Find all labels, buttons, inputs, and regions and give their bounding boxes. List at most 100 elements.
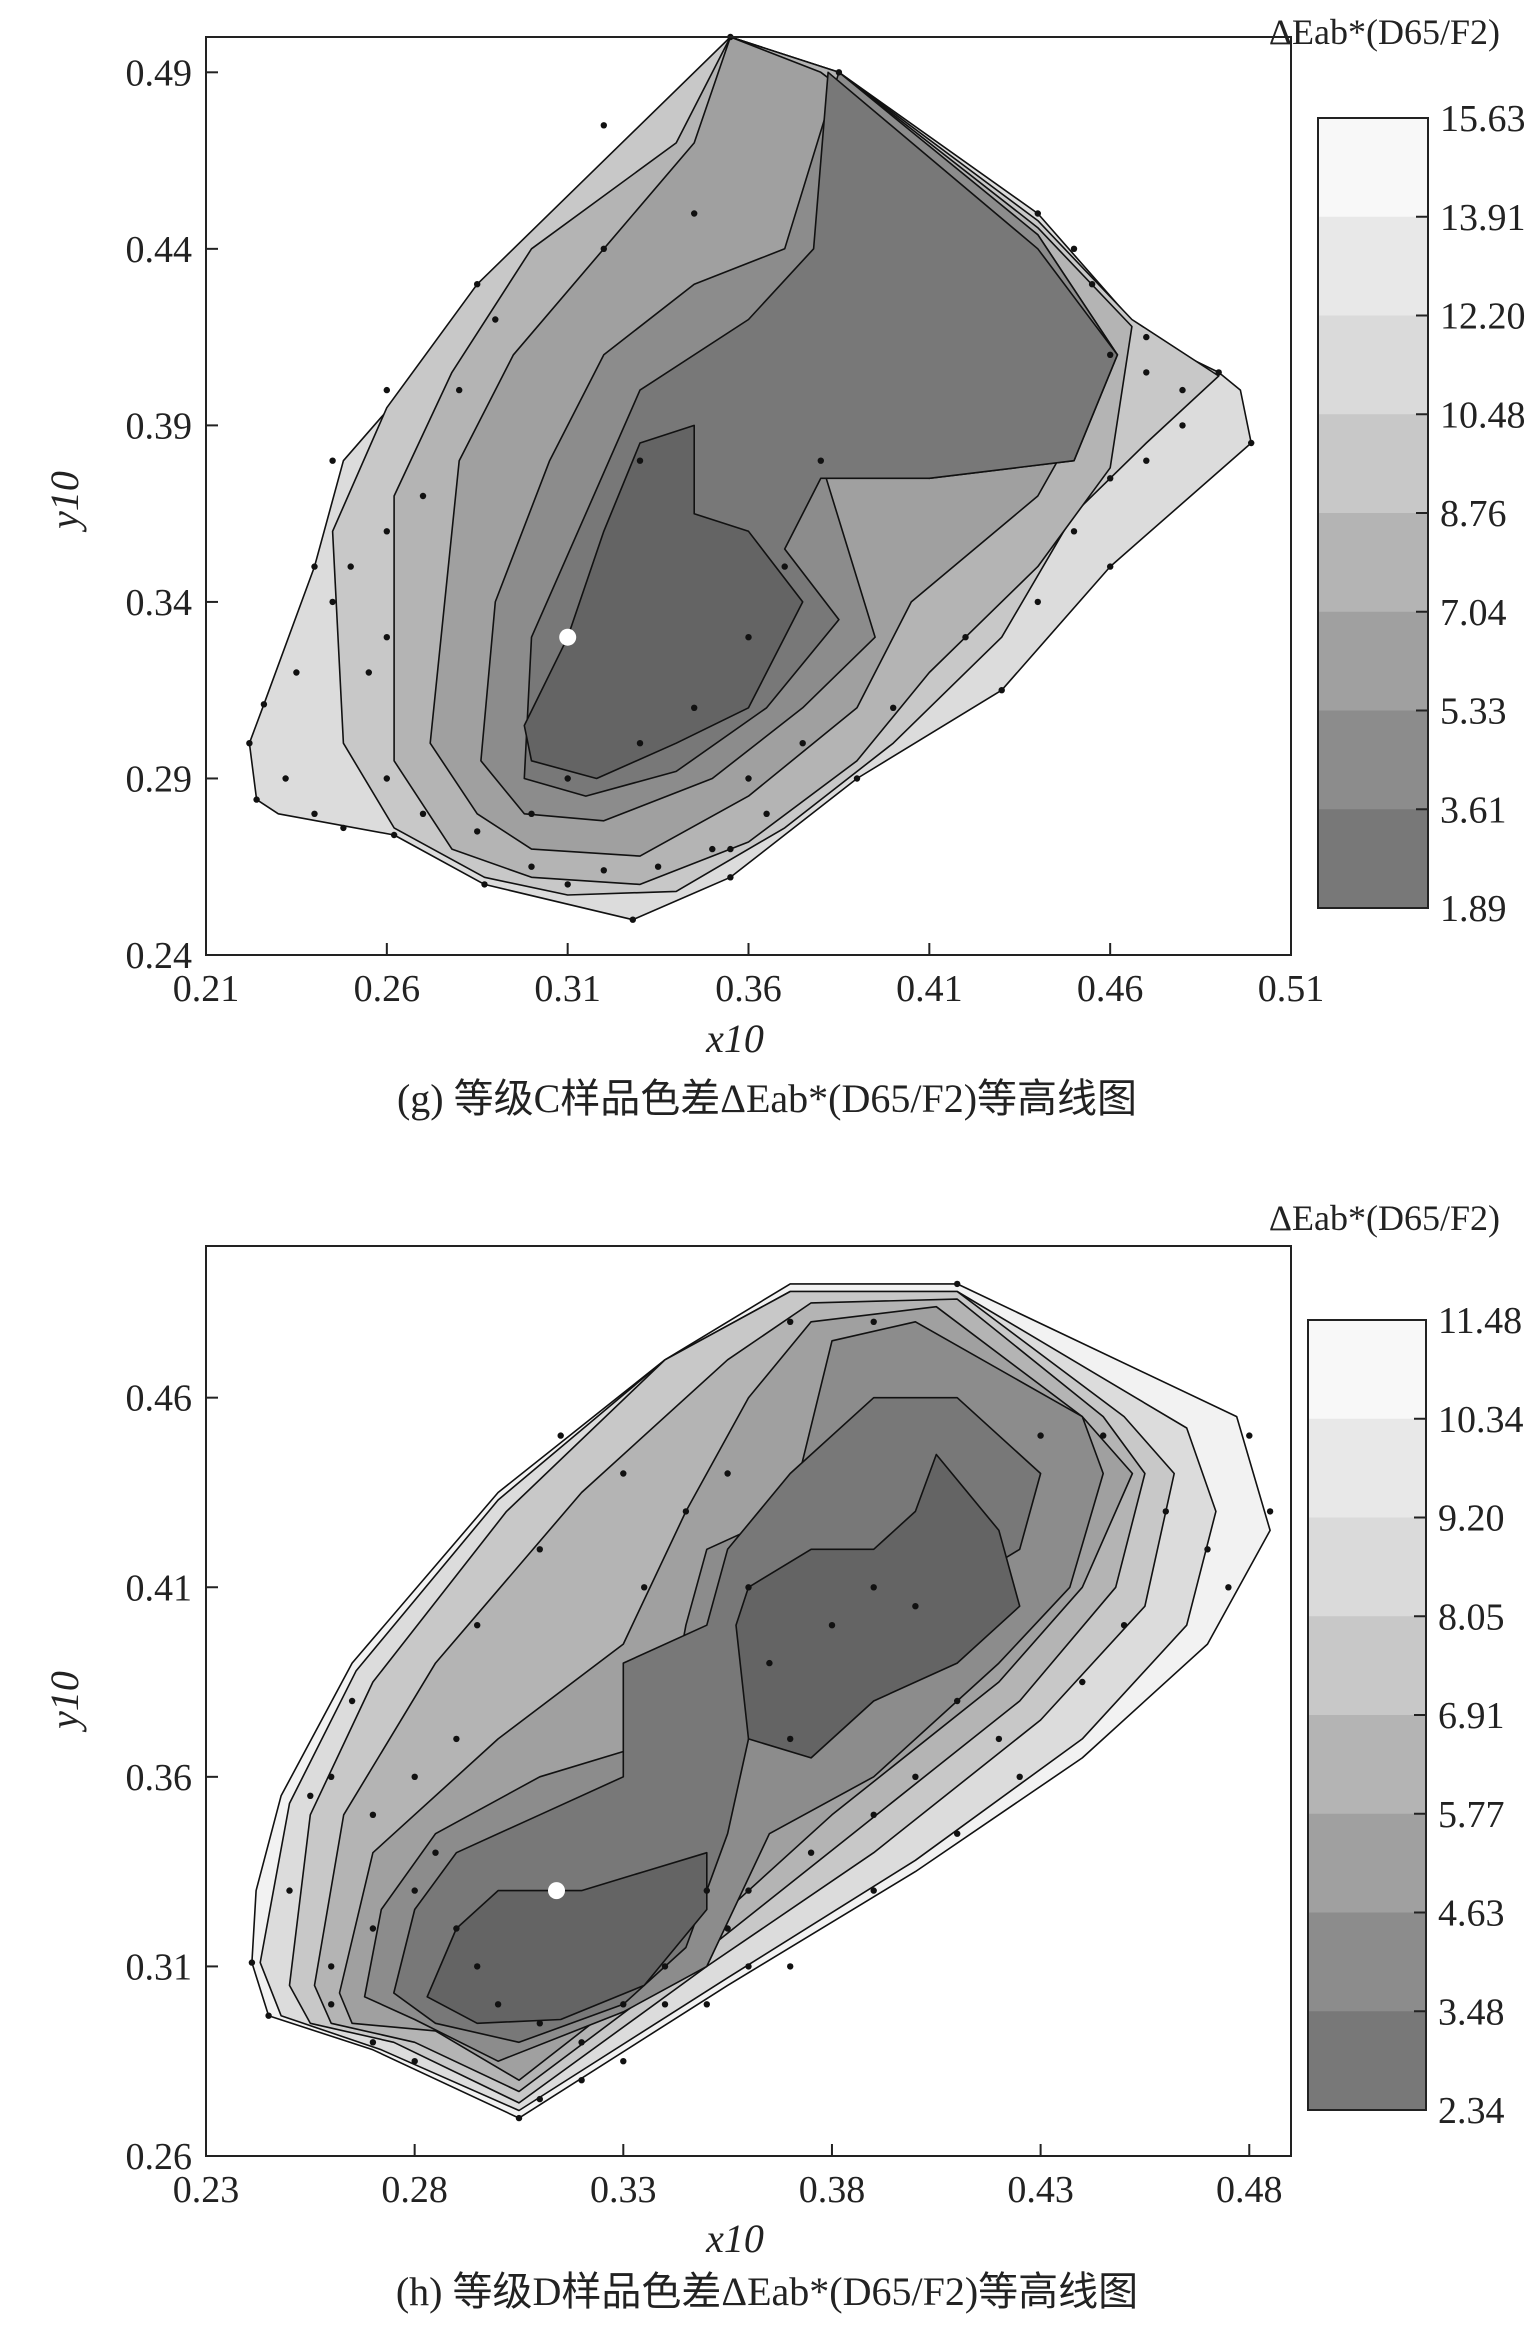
x-tick-label-g-4: 0.41	[896, 968, 963, 1010]
sample-point-g-11	[1143, 333, 1150, 341]
sample-point-g-9	[835, 69, 843, 76]
x-tick-label-g-6: 0.51	[1258, 968, 1325, 1010]
sample-point-g-1	[260, 701, 268, 708]
reference-point-h	[548, 1882, 565, 1900]
y-axis-label-g-text: y10	[42, 471, 87, 533]
sample-point-g-45	[492, 316, 499, 323]
colorbar-label-h-0: 11.48	[1438, 1300, 1522, 1342]
sample-point-h-20	[661, 2001, 669, 2008]
sample-point-g-10	[1034, 210, 1042, 217]
sample-point-g-55	[1070, 528, 1078, 535]
colorbar-label-g-6: 5.33	[1440, 691, 1507, 733]
sample-point-h-3	[307, 1792, 314, 1800]
sample-point-g-17	[727, 874, 734, 881]
sample-points-h	[248, 1280, 1274, 2122]
colorbar-label-h-8: 2.34	[1438, 2090, 1505, 2132]
colorbar-h: 11.48 10.34 9.20 8.05 6.91 5.77 4.63 3.48 2.34	[1307, 1300, 1524, 2132]
colorbar-label-h-1: 10.34	[1438, 1399, 1524, 1441]
sample-point-g-46	[745, 775, 752, 782]
x-ticks-g: 0.21 0.26 0.31 0.36 0.41 0.46 0.51	[173, 943, 1325, 1010]
sample-point-g-6	[474, 281, 481, 288]
colorbar-g: 15.63 13.91 12.20 10.48 8.76 7.04 5.33 3.61 1.89	[1317, 98, 1526, 930]
colorbar-title-g: ΔEab*(D65/F2)	[1269, 12, 1500, 52]
sample-point-h-29	[369, 1925, 377, 1932]
sample-point-g-57	[1143, 457, 1150, 464]
sample-point-h-64	[787, 1735, 794, 1743]
sample-point-g-27	[691, 704, 698, 711]
sample-point-g-36	[329, 598, 336, 606]
colorbar-band-g-4	[1318, 513, 1428, 613]
colorbar-label-g-8: 1.89	[1440, 888, 1507, 930]
sample-point-g-18	[629, 916, 636, 923]
sample-point-g-50	[564, 881, 571, 888]
sample-point-g-5	[383, 386, 390, 394]
colorbar-title-h: ΔEab*(D65/F2)	[1269, 1198, 1500, 1238]
y-ticks-h: 0.26 0.31 0.36 0.41 0.46	[126, 1378, 218, 2178]
sample-point-h-49	[1246, 1432, 1253, 1439]
x-tick-label-h-3: 0.38	[799, 2169, 866, 2211]
sample-point-g-7	[600, 122, 607, 129]
sample-point-h-45	[1162, 1508, 1170, 1515]
colorbar-label-g-7: 3.61	[1440, 789, 1507, 831]
reference-point-g	[559, 628, 577, 646]
sample-point-h-56	[745, 1887, 752, 1894]
colorbar-label-h-2: 9.20	[1438, 1498, 1505, 1540]
sample-point-h-48	[1266, 1508, 1274, 1515]
sample-point-h-1	[265, 2012, 272, 2019]
sample-point-h-9	[453, 1925, 460, 1932]
plot-frame-h	[205, 1245, 1292, 2157]
colorbar-label-g-5: 7.04	[1440, 592, 1507, 634]
sample-point-g-52	[890, 704, 897, 711]
sample-point-g-2	[253, 796, 260, 803]
sample-point-g-39	[311, 810, 318, 817]
sample-point-g-47	[709, 845, 716, 853]
sample-point-h-0	[248, 1959, 256, 1966]
colorbar-band-h-2	[1308, 1517, 1426, 1617]
sample-point-h-63	[766, 1659, 773, 1667]
sample-point-h-44	[1100, 1432, 1107, 1439]
sample-point-g-28	[636, 740, 644, 747]
caption-h-text: (h) 等级D样品色差ΔEab*(D65/F2)等高线图	[396, 2269, 1138, 2314]
sample-point-g-20	[390, 831, 398, 839]
y-tick-label-g-2: 0.34	[126, 582, 193, 624]
colorbar-band-h-0	[1308, 1320, 1426, 1420]
contour-region-h-7	[426, 1851, 708, 2025]
sample-point-g-33	[383, 775, 390, 782]
sample-point-h-18	[745, 1963, 752, 1970]
sample-point-g-63	[1070, 245, 1078, 252]
colorbar-label-h-5: 5.77	[1438, 1794, 1505, 1836]
sample-point-h-54	[870, 1811, 877, 1819]
sample-point-h-46	[1204, 1546, 1211, 1553]
sample-point-h-60	[1016, 1773, 1023, 1781]
sample-point-g-37	[293, 669, 300, 676]
sample-point-g-0	[246, 740, 253, 747]
y-tick-label-h-2: 0.36	[126, 1757, 193, 1799]
sample-point-h-43	[1037, 1432, 1044, 1439]
sample-point-h-39	[745, 1584, 752, 1591]
sample-point-h-4	[328, 1773, 335, 1781]
colorbar-label-g-0: 15.63	[1440, 98, 1526, 140]
colorbar-label-g-4: 8.76	[1440, 493, 1507, 535]
sample-point-g-30	[528, 810, 535, 817]
sample-point-h-24	[515, 2114, 523, 2122]
sample-point-h-22	[578, 2077, 585, 2084]
colorbar-label-h-3: 8.05	[1438, 1596, 1505, 1638]
sample-point-g-48	[654, 863, 662, 870]
sample-point-g-41	[383, 634, 390, 641]
contour-region-g-6	[523, 424, 804, 780]
sample-point-h-13	[578, 2039, 585, 2046]
sample-point-h-2	[286, 1887, 293, 1894]
sample-point-g-60	[1143, 369, 1150, 376]
sample-point-h-34	[557, 1432, 564, 1439]
sample-point-h-55	[807, 1849, 815, 1856]
y-tick-label-g-1: 0.29	[126, 758, 193, 800]
sample-point-g-42	[383, 528, 390, 535]
sample-point-g-53	[962, 634, 969, 641]
sample-point-g-56	[1107, 475, 1114, 482]
sample-point-g-58	[1179, 422, 1186, 429]
x-ticks-h: 0.23 0.28 0.33 0.38 0.43 0.48	[173, 2144, 1283, 2211]
x-tick-label-g-2: 0.31	[534, 968, 601, 1010]
sample-point-g-16	[853, 775, 861, 782]
sample-point-g-61	[1107, 351, 1114, 358]
colorbar-label-g-1: 13.91	[1440, 197, 1526, 239]
